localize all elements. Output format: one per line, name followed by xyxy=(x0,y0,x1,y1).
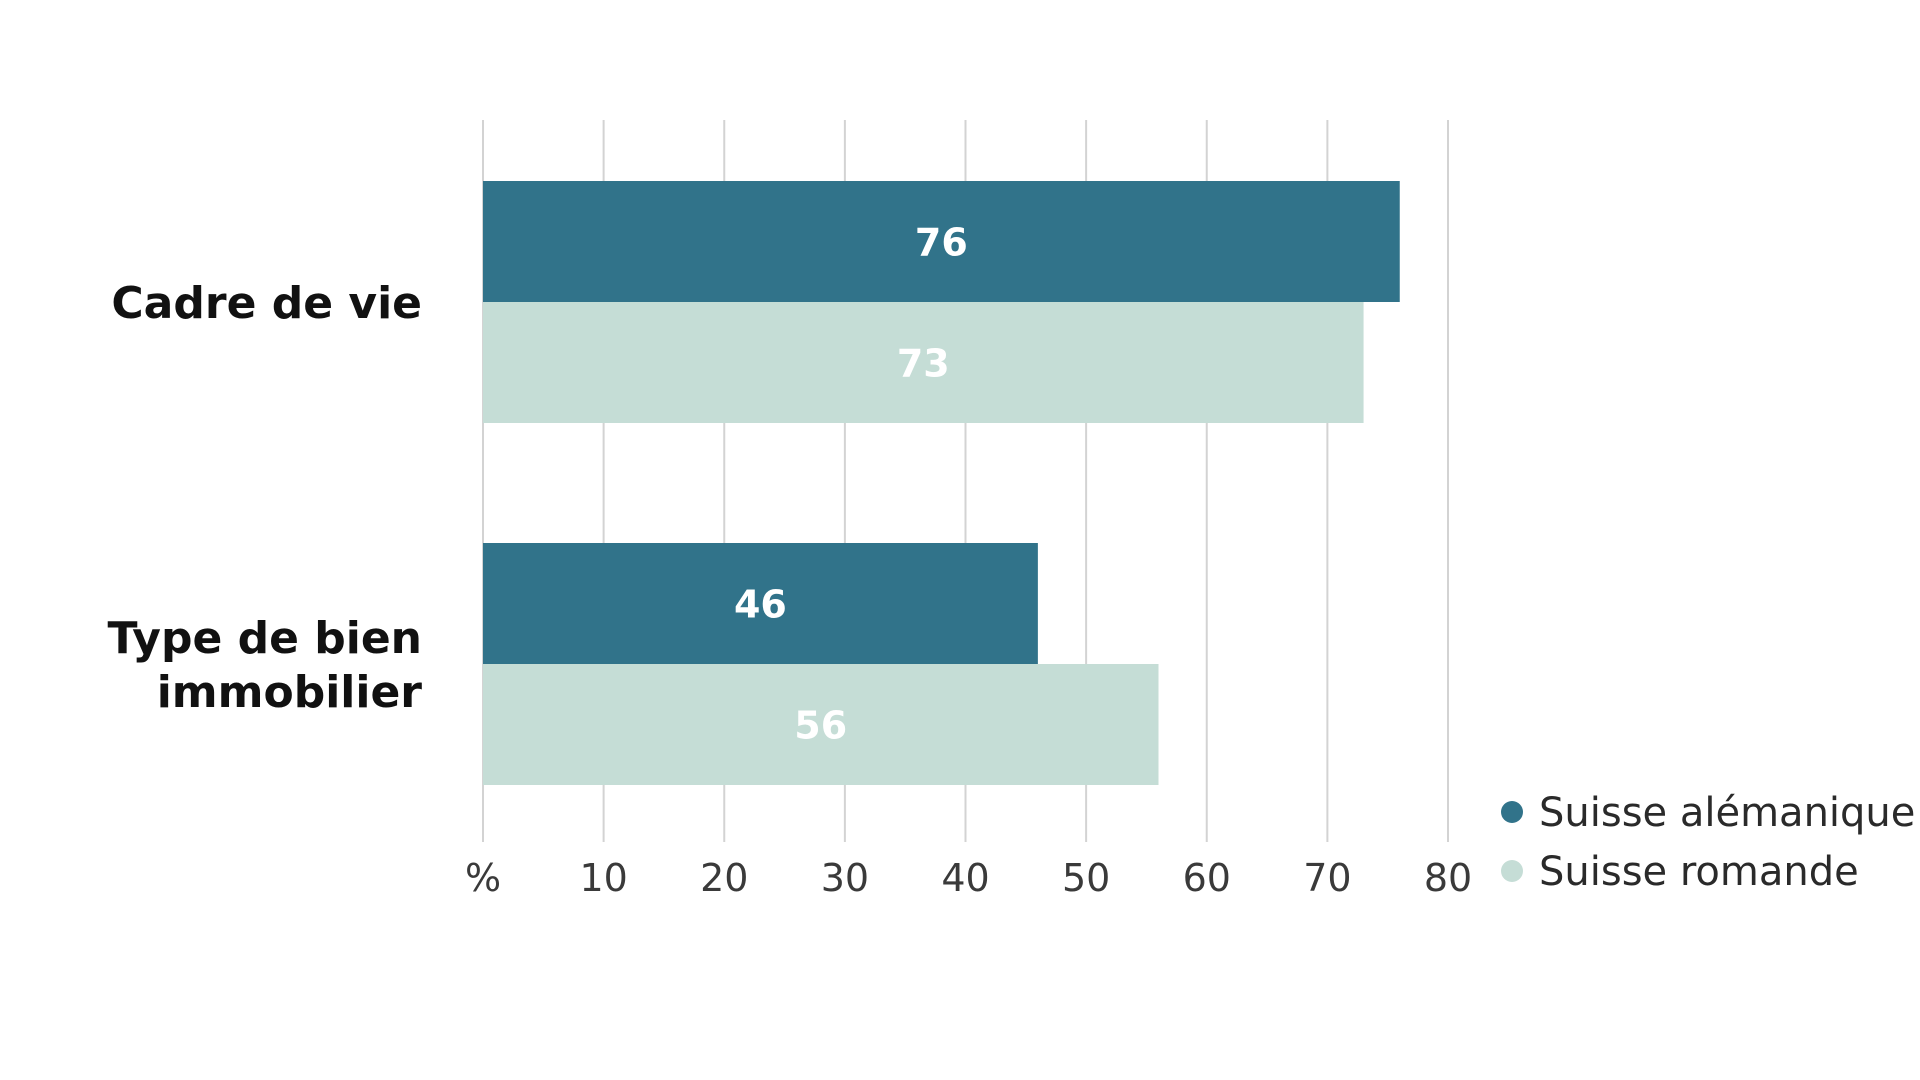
bar-romande-0 xyxy=(483,302,1364,423)
bar-value-label-0-0: 76 xyxy=(915,221,968,265)
bar-value-label-1-1: 56 xyxy=(794,704,847,748)
legend-swatch-1 xyxy=(1501,860,1523,882)
x-tick-label-60: 60 xyxy=(1183,856,1231,900)
bar-value-labels: 76 46 73 56 xyxy=(734,221,968,748)
legend-label-1: Suisse romande xyxy=(1539,849,1859,895)
x-axis-tick-labels: % 10 20 30 40 50 60 70 80 xyxy=(465,856,1472,900)
x-tick-label-10: 10 xyxy=(579,856,627,900)
category-label-1-line-1: immobilier xyxy=(157,667,423,718)
category-label-0-line-0: Cadre de vie xyxy=(111,278,422,329)
x-tick-label-40: 40 xyxy=(941,856,989,900)
bar-value-label-0-1: 46 xyxy=(734,583,787,627)
x-tick-label-0: % xyxy=(465,856,501,900)
x-tick-label-30: 30 xyxy=(821,856,869,900)
legend: Suisse alémanique Suisse romande xyxy=(1501,790,1915,895)
bar-alemanique-0 xyxy=(483,181,1400,302)
bar-romande-1 xyxy=(483,664,1159,785)
x-tick-label-20: 20 xyxy=(700,856,748,900)
category-label-1-line-0: Type de bien xyxy=(107,613,422,664)
legend-swatch-0 xyxy=(1501,801,1523,823)
x-tick-label-70: 70 xyxy=(1303,856,1351,900)
bar-value-label-1-0: 73 xyxy=(897,342,950,386)
bar-alemanique-1 xyxy=(483,543,1038,664)
legend-label-0: Suisse alémanique xyxy=(1539,790,1915,836)
bars xyxy=(483,181,1400,785)
x-tick-label-80: 80 xyxy=(1424,856,1472,900)
x-tick-label-50: 50 xyxy=(1062,856,1110,900)
